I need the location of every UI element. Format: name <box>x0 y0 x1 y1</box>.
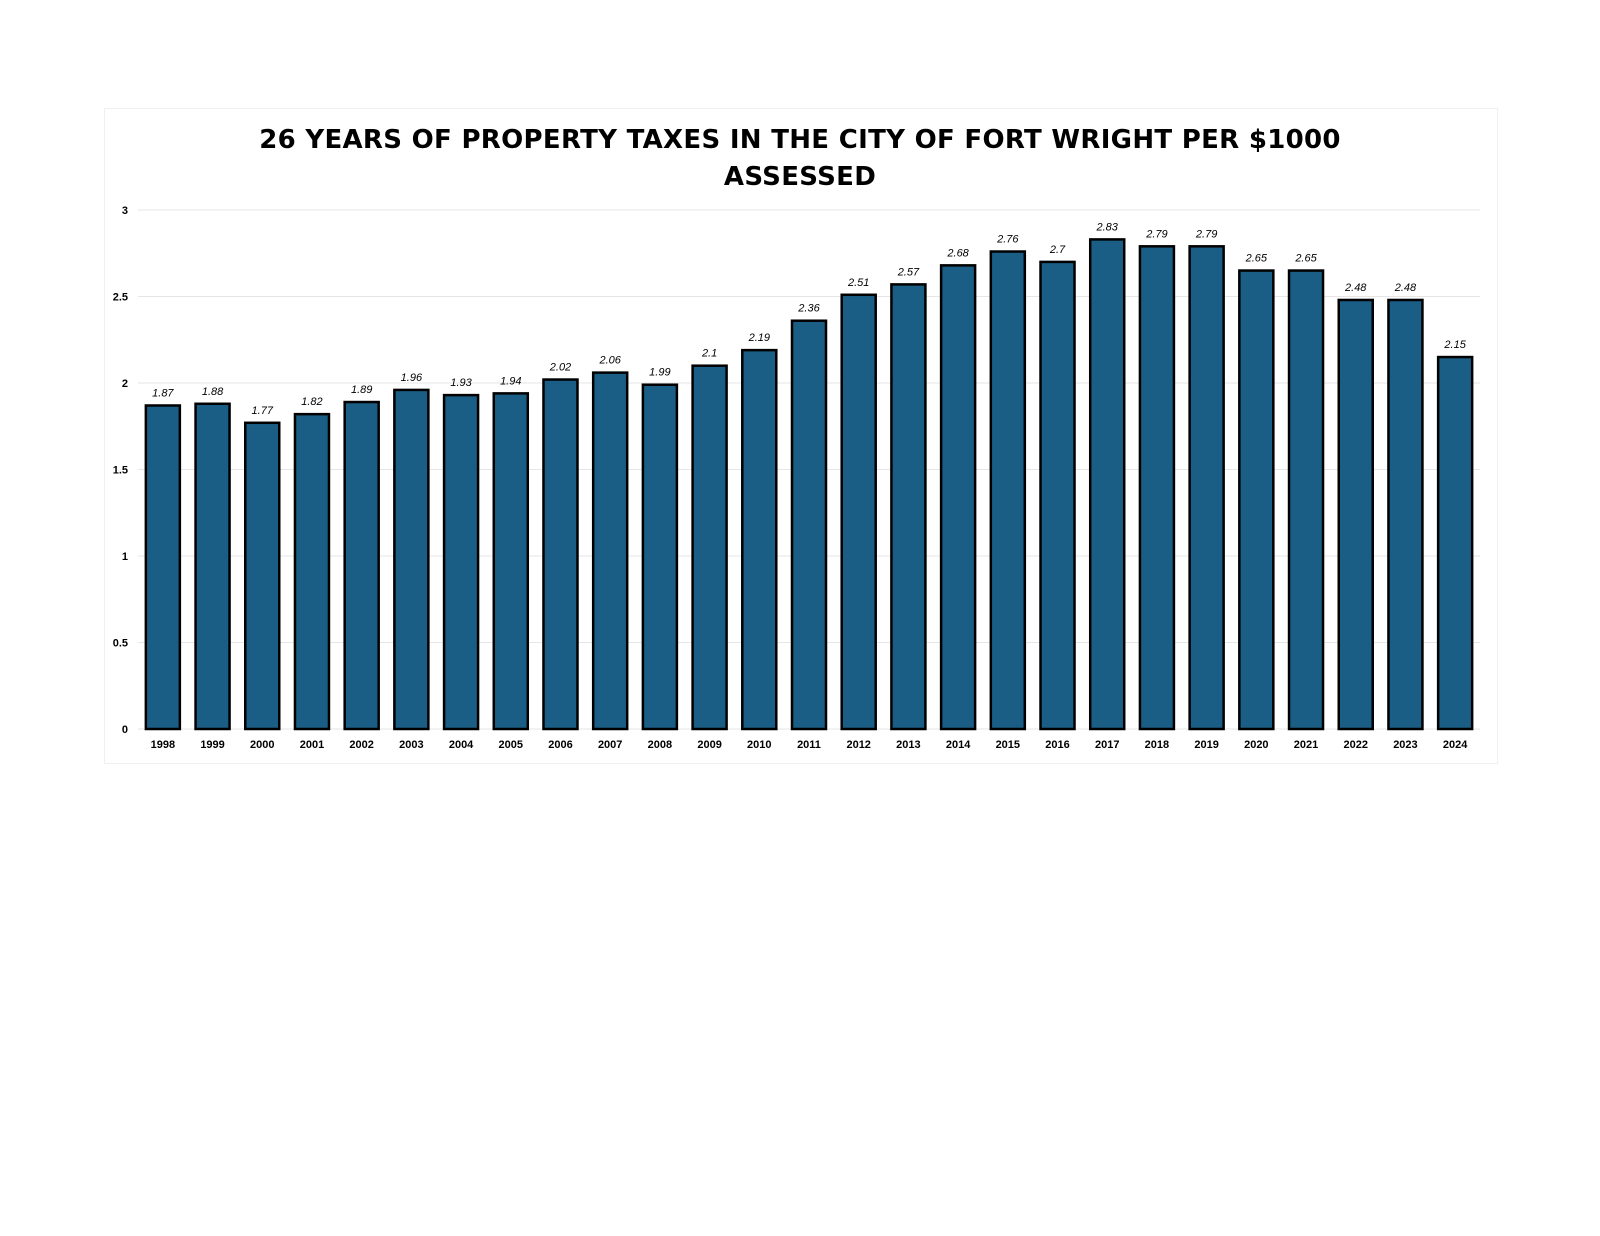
bar-2000 <box>244 421 281 731</box>
bar-1998 <box>144 404 182 731</box>
x-tick-label-2018: 2018 <box>1145 739 1169 751</box>
x-tick-label-2004: 2004 <box>449 739 474 751</box>
y-tick-label: 1 <box>122 551 128 563</box>
data-label-2011: 2.36 <box>797 303 820 315</box>
bar-2017 <box>1088 238 1126 731</box>
y-axis-ticks: 0 0.5 1 1.5 2 2.5 3 <box>113 205 128 736</box>
data-label-2009: 2.1 <box>701 348 717 360</box>
x-tick-label-2006: 2006 <box>548 739 572 751</box>
data-label-2003: 1.96 <box>401 372 423 384</box>
y-tick-label: 0.5 <box>113 638 128 650</box>
bar-2020 <box>1238 269 1275 731</box>
data-label-2012: 2.51 <box>847 277 869 289</box>
bar-2013 <box>890 283 927 731</box>
data-label-2016: 2.7 <box>1049 244 1066 256</box>
data-labels: 1.87 1.88 1.77 1.82 1.89 1.96 1.93 1.94 2.02 2.06… <box>152 221 1467 416</box>
x-tick-label-2003: 2003 <box>399 739 423 751</box>
data-label-2014: 2.68 <box>946 247 969 259</box>
x-tick-label-2024: 2024 <box>1443 739 1468 751</box>
bar-2024 <box>1436 355 1474 731</box>
x-tick-label-2023: 2023 <box>1393 739 1417 751</box>
data-label-1999: 1.88 <box>202 386 224 398</box>
bar-2001 <box>293 412 331 731</box>
data-label-2006: 2.02 <box>549 362 571 374</box>
x-axis-ticks: 1998 1999 2000 2001 2002 2003 2004 2005 2006 2007… <box>151 739 1469 751</box>
data-label-2019: 2.79 <box>1195 228 1217 240</box>
bar-2010 <box>741 348 778 731</box>
bar-2018 <box>1138 245 1176 731</box>
bar-2015 <box>989 250 1027 731</box>
x-tick-label-2020: 2020 <box>1244 739 1268 751</box>
x-tick-label-2005: 2005 <box>499 739 523 751</box>
data-label-2010: 2.19 <box>748 332 770 344</box>
data-label-2021: 2.65 <box>1294 253 1317 265</box>
x-tick-label-2016: 2016 <box>1045 739 1069 751</box>
chart-title: 26 YEARS OF PROPERTY TAXES IN THE CITY O… <box>140 122 1460 196</box>
data-label-2000: 1.77 <box>252 405 274 417</box>
data-label-2017: 2.83 <box>1096 221 1119 233</box>
x-tick-label-1998: 1998 <box>151 739 175 751</box>
data-label-2008: 1.99 <box>649 367 670 379</box>
x-tick-label-2001: 2001 <box>300 739 324 751</box>
data-label-2015: 2.76 <box>996 234 1019 246</box>
bars <box>144 238 1474 731</box>
x-tick-label-2022: 2022 <box>1343 739 1367 751</box>
bar-2007 <box>591 371 629 731</box>
x-tick-label-2002: 2002 <box>349 739 373 751</box>
y-tick-label: 1.5 <box>113 465 128 477</box>
bar-2012 <box>840 293 877 731</box>
y-tick-label: 3 <box>122 205 128 217</box>
data-label-2020: 2.65 <box>1245 253 1268 265</box>
bar-2014 <box>939 264 977 731</box>
chart-title-line-1: 26 YEARS OF PROPERTY TAXES IN THE CITY O… <box>259 125 1341 155</box>
bar-2016 <box>1039 260 1076 731</box>
x-tick-label-2007: 2007 <box>598 739 622 751</box>
bar-2011 <box>790 319 828 731</box>
data-label-2002: 1.89 <box>351 384 372 396</box>
bar-2021 <box>1287 269 1325 731</box>
bar-2009 <box>691 364 728 731</box>
chart-title-line-2: ASSESSED <box>723 162 877 192</box>
x-tick-label-2008: 2008 <box>648 739 672 751</box>
data-label-2022: 2.48 <box>1344 282 1367 294</box>
y-tick-label: 2.5 <box>113 292 128 304</box>
data-label-2023: 2.48 <box>1394 282 1417 294</box>
x-tick-label-2014: 2014 <box>946 739 971 751</box>
bar-2006 <box>542 378 579 731</box>
bar-2019 <box>1188 245 1225 731</box>
bar-2004 <box>442 393 480 731</box>
data-label-1998: 1.87 <box>152 387 174 399</box>
data-label-2013: 2.57 <box>897 266 920 278</box>
x-tick-label-2021: 2021 <box>1294 739 1318 751</box>
data-label-2004: 1.93 <box>450 377 472 389</box>
data-label-2007: 2.06 <box>598 355 621 367</box>
x-tick-label-2012: 2012 <box>846 739 870 751</box>
bar-2022 <box>1337 298 1374 731</box>
bar-2008 <box>641 383 679 731</box>
bar-2003 <box>393 388 430 731</box>
bar-2002 <box>343 400 380 731</box>
x-tick-label-2015: 2015 <box>996 739 1020 751</box>
x-tick-label-2011: 2011 <box>797 739 821 751</box>
data-label-2018: 2.79 <box>1145 228 1167 240</box>
data-label-2005: 1.94 <box>500 375 521 387</box>
x-tick-label-1999: 1999 <box>200 739 224 751</box>
x-tick-label-2019: 2019 <box>1194 739 1218 751</box>
data-label-2001: 1.82 <box>301 396 322 408</box>
bar-2005 <box>492 392 530 731</box>
bar-2023 <box>1387 298 1424 731</box>
y-tick-label: 2 <box>122 378 128 390</box>
x-tick-label-2010: 2010 <box>747 739 771 751</box>
x-tick-label-2013: 2013 <box>896 739 920 751</box>
x-tick-label-2009: 2009 <box>697 739 721 751</box>
bar-1999 <box>194 402 231 731</box>
y-tick-label: 0 <box>122 724 128 736</box>
x-tick-label-2000: 2000 <box>250 739 274 751</box>
x-tick-label-2017: 2017 <box>1095 739 1119 751</box>
data-label-2024: 2.15 <box>1443 339 1466 351</box>
